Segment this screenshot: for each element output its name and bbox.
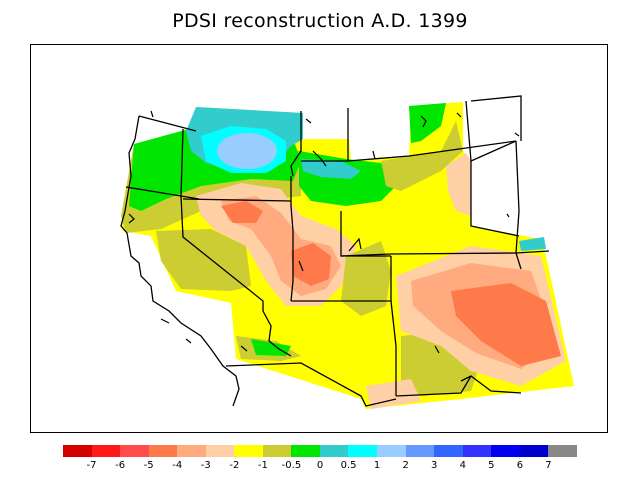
field-lightblue-core xyxy=(217,133,277,169)
colorbar-tick-label: -0.5 xyxy=(281,460,302,471)
field-peach-bottom xyxy=(366,379,421,409)
colorbar-swatch xyxy=(405,445,435,457)
colorbar-tick-label: 6 xyxy=(516,460,524,471)
colorbar-tick-label: -6 xyxy=(115,460,126,471)
colorbar-tick-label: -5 xyxy=(143,460,154,471)
border-id-mt xyxy=(290,111,302,177)
colorbar-tick-label: 5 xyxy=(488,460,495,471)
colorbar-swatch xyxy=(548,445,577,457)
colorbar-tick-label: -2 xyxy=(229,460,240,471)
colorbar-tick-label: 7 xyxy=(545,460,552,471)
field-orange-nw xyxy=(221,201,263,223)
colorbar-tick-label: -7 xyxy=(86,460,97,471)
border-ne-se xyxy=(515,140,522,270)
colorbar-tick-label: 3 xyxy=(431,460,438,471)
field-teal-wy xyxy=(301,159,361,179)
border-id-west xyxy=(180,128,184,197)
border-id-ut xyxy=(182,198,292,202)
colorbar-swatch xyxy=(205,445,235,457)
field-orange-central xyxy=(291,243,331,286)
colorbar-tick-label: 4 xyxy=(459,460,466,471)
colorbar-tick-label: 0 xyxy=(316,460,324,471)
field-green-ne xyxy=(409,103,446,143)
border-ca-nv xyxy=(180,195,292,357)
border-mt-wy xyxy=(301,140,517,162)
colorbar-tick-label: 1 xyxy=(373,460,381,471)
colorbar-swatch xyxy=(234,445,263,457)
border-or-wa xyxy=(138,115,197,132)
border-nd-top xyxy=(470,95,522,141)
colorbar-swatch xyxy=(177,445,206,457)
colorbar-swatch xyxy=(91,445,121,457)
border-az-nm xyxy=(395,375,472,397)
map-panel xyxy=(30,44,608,433)
field-peach-ne xyxy=(446,153,471,216)
colorbar-swatch xyxy=(63,445,92,457)
pdsi-map xyxy=(120,95,574,409)
state-boundaries xyxy=(120,95,550,407)
colorbar-swatch xyxy=(462,445,492,457)
border-wy-co xyxy=(340,252,517,257)
border-sd-ne xyxy=(470,161,520,237)
colorbar-swatch xyxy=(377,445,406,457)
coastline xyxy=(120,115,240,407)
colorbar-swatch xyxy=(291,445,320,457)
colorbar-tick-label: 0.5 xyxy=(340,460,357,471)
border-nv-ut xyxy=(290,176,294,302)
map-title: PDSI reconstruction A.D. 1399 xyxy=(172,10,468,32)
colorbar-labels: -7 -6 -5 -4 -3 -2 -1 -0.5 0 0.5 1 2 3 4 5 6 7 xyxy=(63,460,577,474)
border-ks xyxy=(515,250,550,254)
colorbar-swatch xyxy=(519,445,549,457)
field-olive-mid xyxy=(341,241,391,316)
field-olive-sw xyxy=(156,229,251,291)
colorbar-tick-label: -1 xyxy=(257,460,268,471)
border-ut-co xyxy=(390,256,397,396)
colorbar-swatch xyxy=(120,445,149,457)
border-tx xyxy=(460,375,522,394)
field-green-south xyxy=(251,339,291,356)
map-details xyxy=(128,110,520,354)
border-mexico xyxy=(225,362,397,407)
colorbar-tick-label: -3 xyxy=(200,460,211,471)
field-orange-se xyxy=(451,283,561,366)
colorbar xyxy=(63,445,577,457)
colorbar-tick-label: -4 xyxy=(172,460,183,471)
colorbar-swatch xyxy=(319,445,349,457)
colorbar-swatch xyxy=(434,445,463,457)
colorbar-tick-label: 2 xyxy=(402,460,409,471)
colorbar-swatch xyxy=(491,445,520,457)
colorbar-swatch xyxy=(262,445,292,457)
colorbar-swatch xyxy=(148,445,178,457)
field-olive-ne xyxy=(381,121,463,191)
colorbar-swatch xyxy=(348,445,378,457)
field-teal-east xyxy=(519,237,546,251)
border-co-east xyxy=(465,100,517,162)
